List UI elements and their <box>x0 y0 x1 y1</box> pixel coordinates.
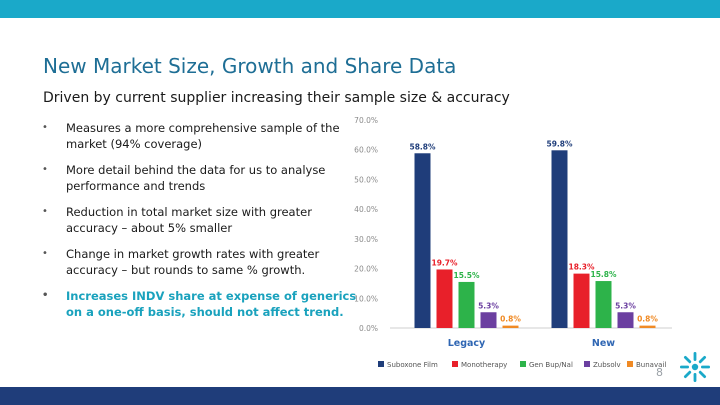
page-number: 8 <box>656 366 663 379</box>
bar-data-label: 15.8% <box>590 270 617 279</box>
legend-swatch <box>584 361 590 367</box>
legend-label: Zubsolv <box>593 361 621 369</box>
bar-suboxone-film <box>414 153 431 328</box>
bar-zubsolv <box>617 312 634 328</box>
bullet-text: Measures a more comprehensive sample of … <box>66 121 340 151</box>
y-tick-label: 10.0% <box>354 294 378 303</box>
y-tick-label: 0.0% <box>359 324 378 333</box>
bullet-item-highlight: • Increases INDV share at expense of gen… <box>40 288 360 320</box>
bullet-marker: • <box>42 164 48 175</box>
bar-monotherapy <box>573 273 590 328</box>
bar-data-label: 5.3% <box>478 301 499 310</box>
bar-data-label: 59.8% <box>546 139 573 148</box>
legend-label: Bunavail <box>636 361 666 369</box>
bar-data-label: 0.8% <box>500 315 521 324</box>
bar-bunavail <box>639 325 656 328</box>
bullet-text: More detail behind the data for us to an… <box>66 163 326 193</box>
y-tick-label: 50.0% <box>354 175 378 184</box>
bar-data-label: 0.8% <box>637 315 658 324</box>
bar-bunavail <box>502 325 519 328</box>
y-tick-label: 40.0% <box>354 205 378 214</box>
x-category-label: New <box>592 338 615 349</box>
slide-title: New Market Size, Growth and Share Data <box>43 54 457 78</box>
bullet-text: Increases INDV share at expense of gener… <box>66 289 357 319</box>
bullet-marker: • <box>42 290 49 301</box>
legend-swatch <box>452 361 458 367</box>
bar-suboxone-film <box>551 150 568 328</box>
bar-monotherapy <box>436 269 453 328</box>
bullet-item: • Reduction in total market size with gr… <box>40 204 360 236</box>
market-share-bar-chart: 0.0% 10.0% 20.0% 30.0% 40.0% 50.0% 60.0% 70.0% 5… <box>354 116 672 369</box>
y-tick-label: 30.0% <box>354 235 378 244</box>
bottom-footer-band <box>0 387 720 405</box>
company-logo-icon <box>680 352 710 382</box>
bar-data-label: 58.8% <box>409 142 436 151</box>
bar-data-label: 18.3% <box>568 263 595 272</box>
bullet-list: • Measures a more comprehensive sample o… <box>40 120 360 320</box>
top-accent-band <box>0 0 720 18</box>
bullet-text: Reduction in total market size with grea… <box>66 205 312 235</box>
y-tick-label: 20.0% <box>354 265 378 274</box>
y-tick-label: 70.0% <box>354 116 378 125</box>
legend-label: Monotherapy <box>461 361 507 369</box>
bullet-item: • Change in market growth rates with gre… <box>40 246 360 278</box>
y-tick-label: 60.0% <box>354 146 378 155</box>
bullet-item: • Measures a more comprehensive sample o… <box>40 120 360 152</box>
bar-gen-bup-nal <box>595 281 612 328</box>
legend-label: Suboxone Film <box>387 361 438 369</box>
bar-data-label: 19.7% <box>431 258 458 267</box>
x-category-label: Legacy <box>448 338 486 349</box>
legend-label: Gen Bup/Nal <box>529 361 573 369</box>
slide-subtitle: Driven by current supplier increasing th… <box>43 90 510 106</box>
bar-gen-bup-nal <box>458 281 475 328</box>
legend-swatch <box>520 361 526 367</box>
legend-swatch <box>627 361 633 367</box>
legend-swatch <box>378 361 384 367</box>
bar-data-label: 5.3% <box>615 301 636 310</box>
bullet-marker: • <box>42 248 48 259</box>
bar-data-label: 15.5% <box>453 271 480 280</box>
bullet-marker: • <box>42 122 48 133</box>
bullet-text: Change in market growth rates with great… <box>66 247 320 277</box>
bullet-item: • More detail behind the data for us to … <box>40 162 360 194</box>
bar-zubsolv <box>480 312 497 328</box>
bullet-marker: • <box>42 206 48 217</box>
